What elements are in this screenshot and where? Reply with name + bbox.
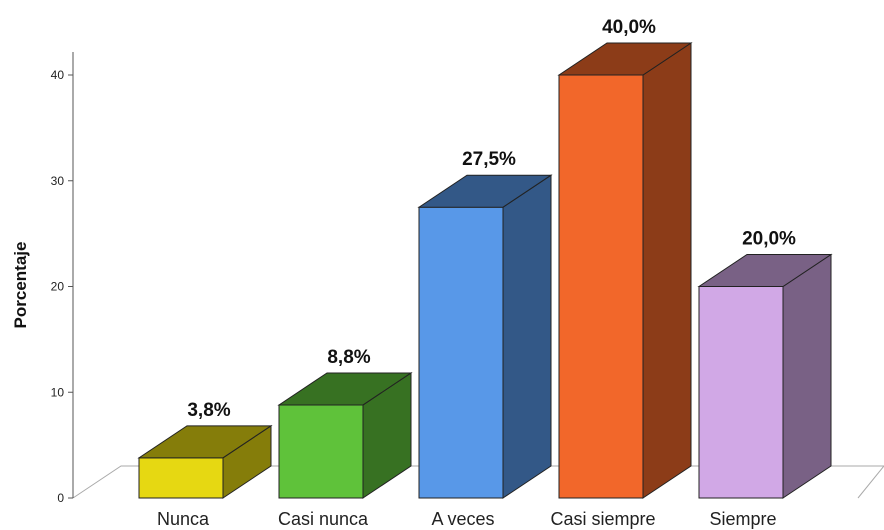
y-tick-label: 40 [51,68,65,82]
bar-top [137,425,273,459]
bar-front [138,457,224,499]
category-labels: Nunca Casi nunca A veces Casi siempre Siempr… [157,509,777,529]
data-label: 40,0% [602,17,656,38]
y-axis: 0 10 20 30 40 [51,52,74,505]
bar-top [417,174,553,208]
bar [137,424,273,499]
bar [557,42,693,499]
x-tick-label: Nunca [157,509,210,529]
bar-front [558,74,644,499]
y-tick-label: 20 [51,280,65,294]
bar-front [698,286,784,499]
y-tick-label: 30 [51,174,65,188]
data-labels: 3,8% 8,8% 27,5% 40,0% 20,0% [187,17,796,421]
bar-side [502,174,552,499]
bar-top [697,254,833,287]
y-tick-label: 0 [57,491,64,505]
bars [137,42,833,499]
data-label: 20,0% [742,229,796,250]
x-tick-label: Casi siempre [550,509,655,529]
bar-front [278,404,364,499]
bar-front [418,206,504,499]
x-tick-label: Siempre [709,509,776,529]
data-label: 8,8% [327,347,370,368]
x-tick-label: A veces [431,509,494,529]
data-label: 27,5% [462,149,516,170]
data-label: 3,8% [187,400,230,421]
bar [417,174,553,499]
bar-top [277,372,413,406]
bar-side [782,253,832,499]
y-axis-title: Porcentaje [11,242,30,329]
bar-side [642,42,692,499]
y-tick-label: 10 [51,385,65,399]
bar [697,253,833,499]
x-tick-label: Casi nunca [278,509,369,529]
bar-top [557,42,693,76]
bar [277,372,413,499]
